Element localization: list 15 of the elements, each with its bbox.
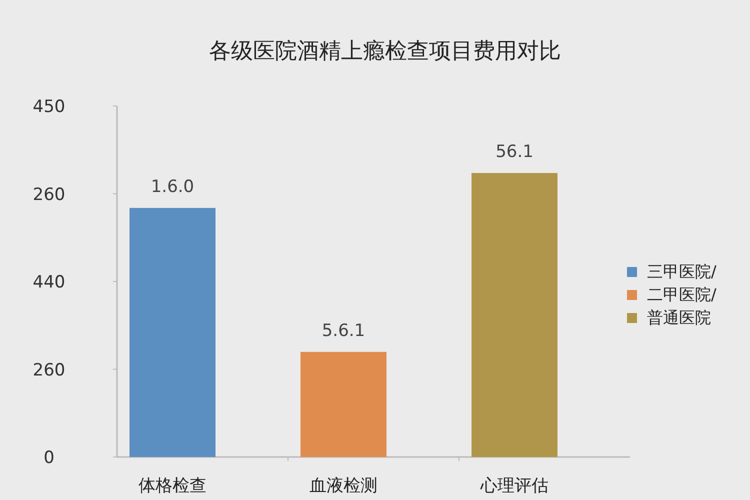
legend-label: 三甲医院/	[647, 262, 717, 281]
annotation: 56.1	[496, 142, 534, 162]
text: 260	[32, 184, 66, 205]
x-tick-label: 血液检测	[310, 476, 378, 496]
text: 260	[32, 360, 66, 380]
x-tick-label: 体格检查	[138, 476, 206, 496]
chart-title: 各级医院酒精上瘾检查项目费用对比	[209, 39, 561, 64]
text: 440	[32, 272, 66, 292]
annotation: 1.6.0	[150, 176, 194, 197]
x-tick-label: 心理评估	[480, 476, 548, 496]
annotation: 5.6.1	[322, 320, 366, 341]
text: 450	[32, 97, 66, 117]
legend-label: 二甲医院/	[647, 285, 717, 304]
text: 0	[44, 448, 54, 468]
legend-label: 普通医院	[647, 308, 711, 327]
